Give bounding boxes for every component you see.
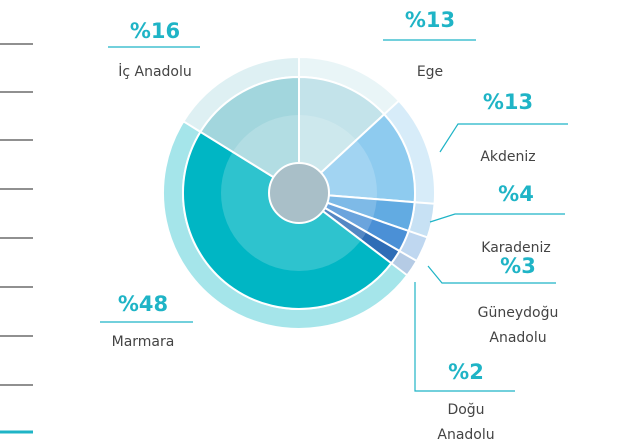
category-label: İç Anadolu: [118, 64, 192, 80]
leader-line: [439, 123, 568, 153]
slice: [199, 75, 300, 195]
leader-line: [427, 265, 556, 284]
category-label: Karadeniz: [481, 240, 551, 256]
hub: [268, 162, 330, 224]
value-label: %2: [448, 360, 484, 384]
donut: [162, 55, 436, 331]
leader-line: [414, 282, 515, 392]
value-label: %13: [404, 8, 456, 32]
value-label: %4: [498, 182, 534, 206]
category-label: Akdeniz: [480, 149, 536, 165]
value-label: %48: [117, 292, 169, 316]
value-label: %3: [500, 254, 536, 278]
value-label: %16: [129, 19, 181, 43]
side-lines: [0, 43, 33, 386]
category-label: Güneydoğu Anadolu: [477, 305, 559, 346]
category-label: Marmara: [111, 334, 175, 350]
category-label: Doğu Anadolu: [437, 402, 495, 443]
category-label: Ege: [416, 64, 444, 80]
value-label: %13: [482, 90, 534, 114]
leader-line: [429, 213, 565, 223]
leader-lines: [100, 39, 568, 392]
